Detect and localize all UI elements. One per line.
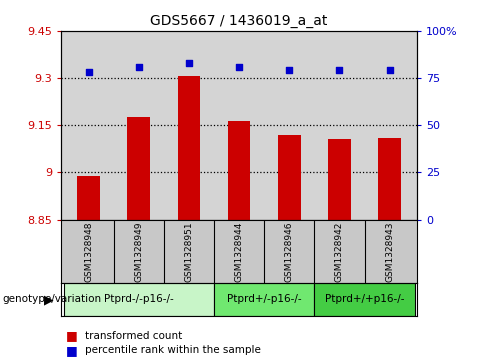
Text: genotype/variation: genotype/variation (2, 294, 102, 305)
Text: Ptprd-/-p16-/-: Ptprd-/-p16-/- (104, 294, 174, 305)
Point (235, 64, 243, 70)
Bar (178, 77, 200, 220)
Title: GDS5667 / 1436019_a_at: GDS5667 / 1436019_a_at (150, 15, 328, 28)
Text: Ptprd+/+p16-/-: Ptprd+/+p16-/- (325, 294, 404, 305)
Text: GSM1328943: GSM1328943 (385, 221, 394, 282)
Bar (328, 139, 351, 220)
Text: GSM1328951: GSM1328951 (184, 221, 193, 282)
Point (285, 68, 293, 73)
Text: Ptprd+/-p16-/-: Ptprd+/-p16-/- (227, 294, 302, 305)
Text: GSM1328944: GSM1328944 (235, 221, 244, 282)
Bar (278, 135, 301, 220)
Point (85, 69, 93, 75)
Point (336, 68, 344, 73)
Point (386, 68, 393, 73)
Bar (214, 283, 314, 316)
Text: transformed count: transformed count (85, 331, 183, 341)
Text: ■: ■ (66, 329, 78, 342)
Text: ▶: ▶ (44, 293, 54, 306)
Bar (228, 122, 250, 220)
Text: GSM1328946: GSM1328946 (285, 221, 294, 282)
Text: GSM1328949: GSM1328949 (134, 221, 143, 282)
Bar (77, 176, 100, 220)
Text: ■: ■ (66, 344, 78, 357)
Text: GSM1328942: GSM1328942 (335, 221, 344, 282)
Bar (63, 283, 214, 316)
Bar (127, 117, 150, 220)
Bar (378, 138, 401, 220)
Point (185, 60, 193, 66)
Text: GSM1328948: GSM1328948 (84, 221, 93, 282)
Text: percentile rank within the sample: percentile rank within the sample (85, 345, 261, 355)
Point (135, 64, 142, 70)
Bar (314, 283, 415, 316)
